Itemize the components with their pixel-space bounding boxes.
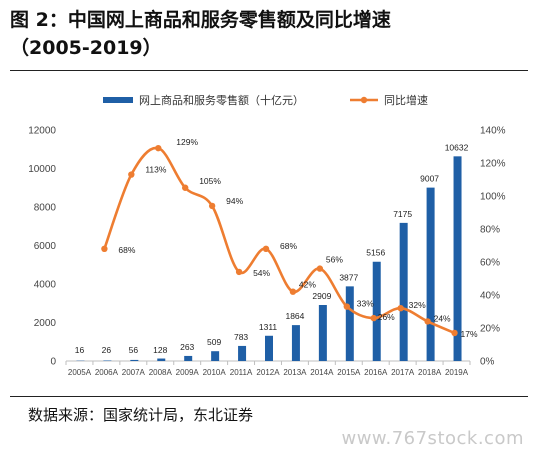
growth-value-label: 56% [326, 255, 343, 265]
legend-bar-swatch [103, 97, 133, 103]
bar-value-label: 10632 [445, 142, 469, 152]
bar-value-label: 509 [207, 337, 221, 347]
growth-value-label: 68% [118, 245, 135, 255]
bar [211, 351, 220, 361]
growth-value-label: 113% [145, 165, 167, 175]
growth-value-label: 24% [434, 313, 451, 323]
x-tick-label: 2007A [122, 368, 146, 377]
bar-value-label: 2909 [312, 291, 331, 301]
growth-point [262, 245, 270, 252]
x-tick-label: 2013A [283, 368, 307, 377]
y-right-tick-label: 140% [480, 126, 506, 137]
bar-value-label: 5156 [366, 248, 385, 258]
x-tick-label: 2015A [337, 368, 361, 377]
bar [265, 335, 273, 361]
x-tick-label: 2018A [418, 368, 442, 377]
x-tick-label: 2010A [203, 368, 227, 377]
legend-line-label: 同比增速 [384, 93, 428, 107]
x-tick-label: 2017A [391, 368, 415, 377]
bar-value-label: 56 [129, 345, 139, 355]
bar-value-label: 9007 [420, 174, 439, 184]
growth-value-label: 54% [253, 268, 270, 278]
bar [426, 187, 435, 361]
growth-point [182, 184, 189, 191]
growth-value-label: 94% [226, 196, 243, 206]
figure-title-line2: （2005-2019） [10, 37, 162, 59]
bar [238, 345, 247, 361]
figure-title: 图 2：中国网上商品和服务零售额及同比增速 （2005-2019） [10, 6, 530, 62]
x-tick-label: 2006A [95, 368, 119, 377]
bar [291, 325, 300, 361]
legend-bar-label: 网上商品和服务零售额（十亿元） [139, 93, 304, 107]
y-left-tick-label: 4000 [34, 280, 57, 291]
bar [453, 156, 462, 361]
y-left-tick-label: 0 [50, 357, 56, 368]
x-tick-label: 2012A [256, 368, 280, 377]
growth-point [424, 318, 431, 325]
growth-value-label: 33% [357, 299, 374, 309]
growth-value-label: 32% [409, 300, 426, 310]
legend-line-marker [360, 96, 368, 104]
bar-value-label: 263 [180, 342, 194, 352]
growth-point [235, 268, 243, 276]
y-right-tick-label: 60% [480, 258, 500, 269]
bar-value-label: 7175 [393, 209, 412, 219]
y-left-tick-label: 12000 [28, 126, 56, 137]
growth-value-label: 129% [176, 137, 198, 147]
growth-value-label: 17% [461, 329, 478, 339]
y-right-tick-label: 40% [480, 291, 500, 302]
y-left-tick-label: 6000 [34, 241, 57, 252]
bar-value-label: 1311 [259, 322, 278, 332]
x-tick-label: 2008A [149, 368, 173, 377]
y-right-tick-label: 120% [480, 159, 506, 170]
x-tick-label: 2009A [176, 368, 200, 377]
bar [130, 359, 139, 361]
x-tick-label: 2011A [230, 368, 253, 377]
y-right-tick-label: 80% [480, 225, 500, 236]
growth-point [370, 314, 377, 322]
bar-value-label: 783 [234, 332, 248, 342]
y-left-tick-label: 10000 [28, 164, 56, 175]
bar-value-label: 26 [102, 345, 112, 355]
growth-value-label: 26% [378, 312, 395, 322]
y-left-tick-label: 2000 [34, 318, 57, 329]
top-rule [10, 70, 528, 71]
x-tick-label: 2016A [364, 368, 388, 377]
bottom-rule [10, 396, 528, 397]
bar-value-label: 128 [153, 345, 167, 355]
bar-value-label: 3877 [339, 272, 358, 282]
growth-point [451, 329, 458, 337]
figure-title-line1: 图 2：中国网上商品和服务零售额及同比增速 [10, 9, 391, 31]
growth-point [289, 288, 297, 295]
y-right-tick-label: 0% [480, 357, 495, 368]
bar-value-label: 16 [75, 345, 85, 355]
growth-value-label: 68% [280, 241, 297, 251]
growth-point [101, 245, 108, 252]
x-tick-label: 2019A [445, 368, 469, 377]
bar-value-label: 1864 [285, 311, 304, 321]
growth-point [316, 265, 324, 272]
growth-value-label: 105% [199, 176, 221, 186]
bar [345, 286, 354, 361]
y-right-tick-label: 20% [480, 324, 500, 335]
bar [399, 222, 408, 361]
watermark: www.767stock.com [341, 428, 524, 449]
growth-point [397, 305, 404, 312]
growth-point [128, 171, 135, 178]
source-note: 数据来源：国家统计局，东北证券 [28, 406, 254, 424]
growth-value-label: 42% [299, 280, 316, 290]
y-right-tick-label: 100% [480, 192, 506, 203]
x-tick-label: 2005A [68, 368, 92, 377]
growth-point [155, 144, 162, 152]
bar [318, 305, 327, 361]
x-tick-label: 2014A [310, 368, 334, 377]
bar [372, 261, 381, 361]
bar [157, 358, 166, 361]
y-left-tick-label: 8000 [34, 203, 57, 214]
bar [184, 355, 193, 361]
growth-point [343, 303, 350, 310]
growth-point [208, 202, 216, 210]
bar [103, 360, 112, 361]
